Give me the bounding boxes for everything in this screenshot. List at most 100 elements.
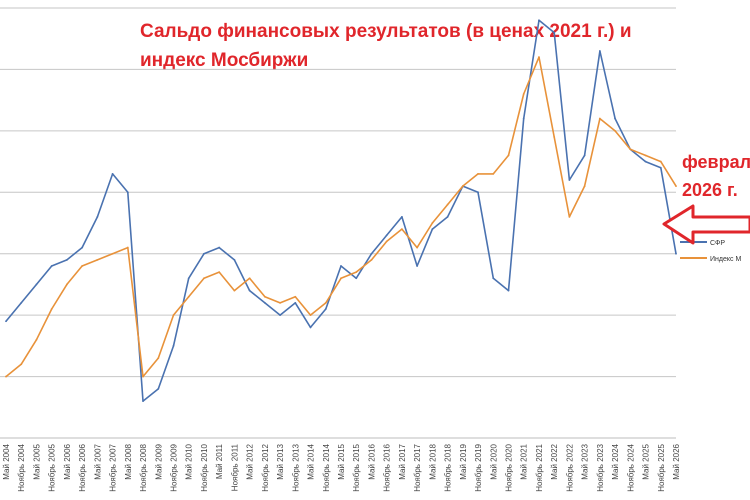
legend-label: Индекс М bbox=[710, 256, 741, 263]
data-point bbox=[507, 154, 510, 157]
data-point bbox=[309, 326, 312, 329]
x-tick-label: Ноябрь 2008 bbox=[139, 443, 148, 491]
annotation-line-1: февраль bbox=[682, 152, 750, 172]
x-tick-label: Май 2026 bbox=[672, 443, 681, 479]
gridlines bbox=[0, 7, 676, 439]
data-point bbox=[66, 283, 68, 286]
x-tick-labels: Май 2004 Ноябрь 2004 Май 2005 Ноябрь 2005 Ма… bbox=[2, 443, 681, 491]
data-point bbox=[233, 258, 236, 261]
x-tick-label: Ноябрь 2022 bbox=[565, 443, 574, 491]
data-point bbox=[568, 215, 571, 218]
data-point bbox=[279, 314, 281, 317]
x-tick-label: Ноябрь 2005 bbox=[48, 443, 57, 491]
data-point bbox=[614, 129, 616, 132]
data-point bbox=[263, 295, 266, 298]
data-point bbox=[538, 56, 540, 59]
x-tick-label: Май 2014 bbox=[307, 443, 316, 479]
x-tick-label: Ноябрь 2016 bbox=[383, 443, 392, 491]
data-point bbox=[66, 258, 68, 261]
data-point bbox=[20, 301, 23, 304]
annotation-arrow bbox=[662, 204, 750, 245]
data-point bbox=[5, 320, 7, 323]
data-point bbox=[675, 252, 677, 255]
data-point bbox=[248, 289, 251, 292]
x-tick-label: Ноябрь 2023 bbox=[596, 443, 605, 491]
x-tick-label: Ноябрь 2021 bbox=[535, 443, 544, 491]
data-point bbox=[126, 246, 129, 249]
x-tick-label: Ноябрь 2020 bbox=[505, 443, 514, 491]
x-tick-label: Ноябрь 2012 bbox=[261, 443, 270, 491]
x-tick-label: Ноябрь 2015 bbox=[352, 443, 361, 491]
data-point bbox=[538, 19, 540, 22]
data-point bbox=[583, 185, 586, 188]
data-point bbox=[35, 338, 38, 341]
data-point bbox=[142, 375, 144, 378]
x-tick-label: Май 2025 bbox=[642, 443, 651, 479]
data-point bbox=[507, 289, 510, 292]
data-point bbox=[324, 301, 327, 304]
x-tick-label: Май 2016 bbox=[367, 443, 376, 479]
x-tick-label: Май 2020 bbox=[489, 443, 498, 479]
x-tick-label: Ноябрь 2018 bbox=[444, 443, 453, 491]
x-tick-label: Ноябрь 2025 bbox=[657, 443, 666, 491]
data-point bbox=[416, 246, 419, 249]
data-point bbox=[340, 265, 342, 267]
x-tick-label: Май 2005 bbox=[32, 443, 41, 479]
data-point bbox=[126, 191, 129, 194]
data-point bbox=[598, 117, 601, 120]
x-tick-label: Май 2019 bbox=[459, 443, 468, 479]
chart-title-line-2: индекс Мосбиржи bbox=[140, 50, 309, 71]
data-point bbox=[248, 277, 251, 280]
x-tick-label: Ноябрь 2009 bbox=[170, 443, 179, 491]
data-point bbox=[20, 363, 23, 366]
data-point bbox=[294, 295, 297, 298]
data-point bbox=[553, 136, 556, 138]
data-point bbox=[172, 344, 175, 347]
data-point bbox=[96, 258, 99, 261]
x-tick-label: Ноябрь 2011 bbox=[230, 443, 239, 491]
data-point bbox=[233, 289, 236, 292]
data-point bbox=[279, 301, 281, 304]
data-point bbox=[431, 228, 434, 231]
x-tick-label: Ноябрь 2014 bbox=[322, 443, 331, 491]
x-tick-label: Май 2013 bbox=[276, 443, 285, 479]
data-point bbox=[81, 265, 84, 267]
data-point bbox=[644, 160, 647, 163]
data-point bbox=[477, 191, 479, 194]
legend: СФР Индекс М bbox=[680, 240, 741, 263]
data-point bbox=[446, 215, 449, 218]
data-point bbox=[96, 215, 99, 218]
data-point bbox=[5, 375, 7, 378]
data-point bbox=[50, 265, 53, 267]
x-tick-label: Май 2023 bbox=[581, 443, 590, 479]
data-point bbox=[187, 295, 190, 298]
x-tick-label: Май 2012 bbox=[246, 443, 255, 479]
data-point bbox=[416, 265, 419, 267]
x-tick-label: Май 2022 bbox=[550, 443, 559, 479]
data-point bbox=[370, 258, 373, 261]
x-tick-label: Май 2017 bbox=[398, 443, 407, 479]
data-point bbox=[294, 301, 297, 304]
data-point bbox=[81, 246, 84, 249]
data-point bbox=[142, 400, 144, 403]
series-line-1 bbox=[5, 19, 677, 402]
data-point bbox=[477, 172, 479, 175]
data-point bbox=[309, 314, 312, 317]
data-point bbox=[492, 172, 495, 175]
data-point bbox=[401, 215, 403, 218]
x-tick-label: Ноябрь 2007 bbox=[109, 443, 118, 491]
data-point bbox=[340, 277, 342, 280]
x-tick-label: Ноябрь 2013 bbox=[291, 443, 300, 491]
data-point bbox=[370, 252, 373, 255]
data-point bbox=[446, 203, 449, 206]
data-point bbox=[659, 166, 662, 169]
data-point bbox=[111, 252, 114, 255]
x-tick-label: Ноябрь 2004 bbox=[17, 443, 26, 491]
data-point bbox=[431, 222, 434, 224]
annotation-line-2: 2026 г. bbox=[682, 180, 738, 200]
data-point bbox=[568, 179, 571, 181]
arrow-shape bbox=[662, 204, 750, 245]
data-point bbox=[401, 228, 403, 231]
x-tick-label: Ноябрь 2024 bbox=[626, 443, 635, 491]
